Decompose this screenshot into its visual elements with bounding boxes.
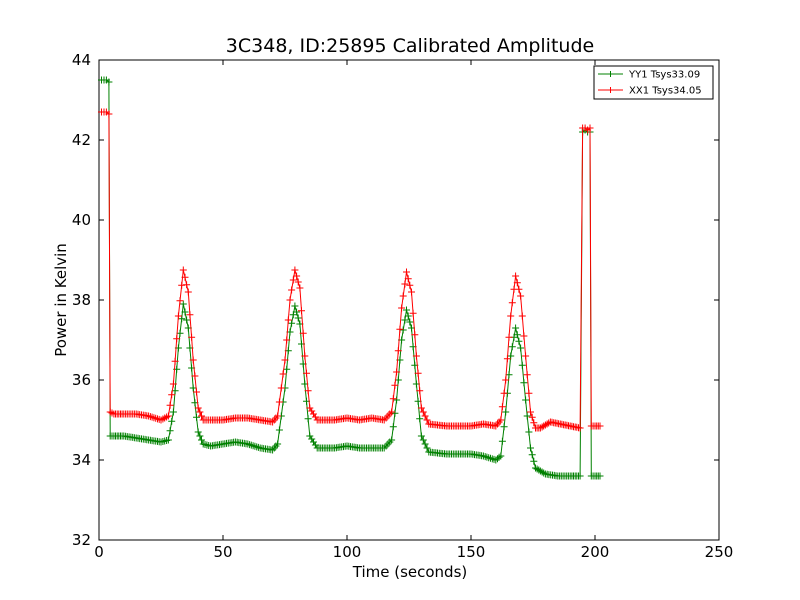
- x-tick-label: 100: [333, 543, 362, 561]
- y-tick-label: 44: [72, 51, 91, 69]
- chart-title: 3C348, ID:25895 Calibrated Amplitude: [226, 35, 594, 57]
- legend-marker-xx1: [606, 87, 613, 93]
- x-tick-label: 150: [457, 543, 486, 561]
- x-tick-label: 200: [581, 543, 610, 561]
- y-tick-label: 38: [72, 291, 91, 309]
- legend-box: [593, 65, 714, 100]
- tick-layer: 0 50 100 150 200 250 32 34 36 38 40 42 44: [72, 51, 733, 561]
- x-tick-label: 50: [213, 543, 232, 561]
- x-tick-label: 0: [94, 543, 104, 561]
- y-tick-label: 40: [72, 211, 91, 229]
- y-axis-label: Power in Kelvin: [52, 243, 70, 357]
- series-yy1: [98, 76, 604, 480]
- series-markers: [98, 108, 604, 432]
- y-tick-label: 32: [72, 531, 91, 549]
- x-tick-label: 250: [705, 543, 734, 561]
- legend-marker-yy1: [606, 71, 613, 77]
- y-tick-label: 42: [72, 131, 91, 149]
- legend-label-xx1: XX1 Tsys34.05: [629, 86, 702, 97]
- series-markers: [98, 76, 604, 480]
- y-tick-label: 36: [72, 371, 91, 389]
- series-layer: [98, 76, 604, 480]
- legend: YY1 Tsys33.09 XX1 Tsys34.05: [593, 65, 714, 100]
- x-axis-label: Time (seconds): [352, 563, 468, 581]
- plot-area: [98, 59, 720, 541]
- y-tick-label: 34: [72, 451, 91, 469]
- series-xx1: [98, 108, 604, 432]
- legend-label-yy1: YY1 Tsys33.09: [628, 70, 700, 81]
